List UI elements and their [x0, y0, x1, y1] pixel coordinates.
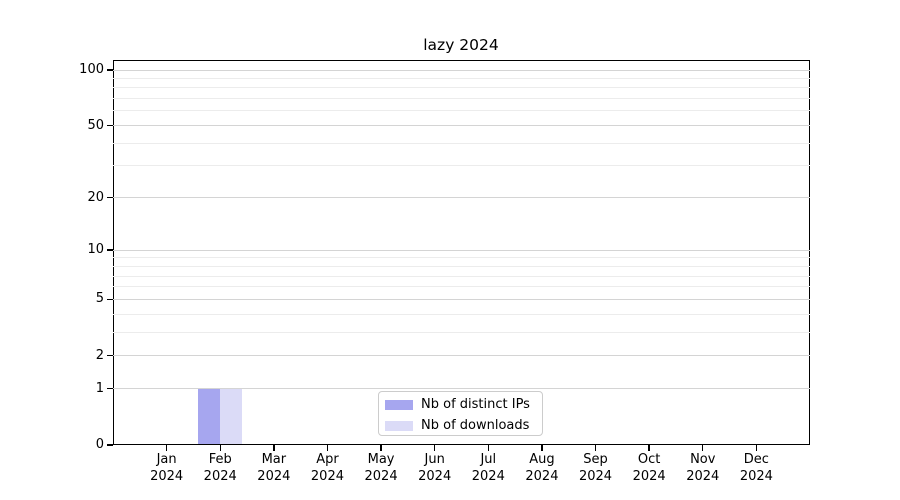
- y-tick-mark: [107, 249, 113, 251]
- x-tick-mark: [541, 445, 543, 451]
- y-tick-label: 20: [87, 189, 104, 205]
- gridline-minor: [113, 77, 810, 79]
- x-tick-label: Apr 2024: [310, 452, 344, 484]
- legend-item-distinct-ips: Nb of distinct IPs: [379, 394, 542, 415]
- y-tick-label: 100: [79, 62, 104, 77]
- y-tick-mark: [107, 298, 113, 301]
- x-tick-label: Feb 2024: [203, 452, 237, 484]
- y-tick-label: 2: [95, 347, 104, 363]
- gridline-major: [113, 197, 810, 199]
- legend-label-downloads: Nb of downloads: [421, 418, 530, 433]
- gridline-minor: [113, 265, 810, 267]
- x-tick-label: May 2024: [364, 452, 398, 484]
- x-tick-label: Mar 2024: [257, 452, 291, 484]
- x-tick-mark: [648, 445, 650, 451]
- y-tick-mark: [107, 196, 113, 199]
- gridline-major: [113, 355, 810, 357]
- x-tick-mark: [755, 445, 758, 451]
- gridline-minor: [113, 257, 810, 259]
- x-tick-label: Jun 2024: [418, 452, 452, 484]
- x-tick-mark: [487, 445, 489, 451]
- x-tick-label: Nov 2024: [686, 452, 720, 484]
- gridline-minor: [113, 142, 810, 144]
- gridline-major: [113, 249, 810, 251]
- gridline-minor: [113, 286, 810, 288]
- legend-label-distinct-ips: Nb of distinct IPs: [421, 397, 530, 412]
- gridline-major: [113, 125, 810, 127]
- x-tick-mark: [165, 445, 168, 451]
- legend: Nb of distinct IPs Nb of downloads: [378, 391, 543, 436]
- gridline-major: [113, 388, 810, 390]
- x-tick-label: Aug 2024: [525, 452, 559, 484]
- legend-swatch-downloads: [385, 420, 413, 431]
- legend-item-downloads: Nb of downloads: [379, 415, 542, 436]
- y-tick-label: 10: [87, 242, 104, 258]
- x-tick-mark: [380, 445, 382, 451]
- y-tick-label: 0: [95, 437, 104, 452]
- x-tick-label: Oct 2024: [632, 452, 666, 484]
- gridline-minor: [113, 275, 810, 277]
- y-tick-mark: [107, 355, 113, 357]
- x-tick-mark: [433, 445, 436, 451]
- x-tick-mark: [326, 445, 329, 451]
- y-tick-label: 1: [95, 380, 104, 396]
- gridline-minor: [113, 87, 810, 89]
- y-tick-mark: [107, 444, 113, 446]
- chart-title: lazy 2024: [423, 36, 499, 54]
- x-tick-mark: [702, 445, 704, 451]
- x-tick-mark: [594, 445, 597, 451]
- legend-swatch-distinct-ips: [385, 399, 413, 410]
- gridline-minor: [113, 98, 810, 100]
- gridline-minor: [113, 165, 810, 167]
- gridline-minor: [113, 313, 810, 315]
- bar-downloads: [220, 388, 243, 445]
- y-tick-mark: [107, 387, 113, 390]
- x-tick-label: Sep 2024: [578, 452, 613, 484]
- y-tick-mark: [107, 124, 113, 127]
- x-tick-mark: [273, 445, 275, 451]
- x-tick-mark: [219, 445, 221, 451]
- gridline-minor: [113, 110, 810, 112]
- y-tick-label: 5: [95, 291, 104, 307]
- gridline-major: [113, 298, 810, 300]
- bar-distinct-ips: [198, 388, 221, 445]
- plot-area: [113, 60, 810, 445]
- x-tick-label: Jul 2024: [471, 452, 505, 484]
- gridline-minor: [113, 331, 810, 333]
- x-tick-label: Jan 2024: [150, 452, 184, 484]
- y-tick-label: 50: [87, 117, 104, 133]
- y-tick-mark: [107, 69, 113, 71]
- x-tick-label: Dec 2024: [739, 452, 773, 484]
- gridline-major: [113, 69, 810, 71]
